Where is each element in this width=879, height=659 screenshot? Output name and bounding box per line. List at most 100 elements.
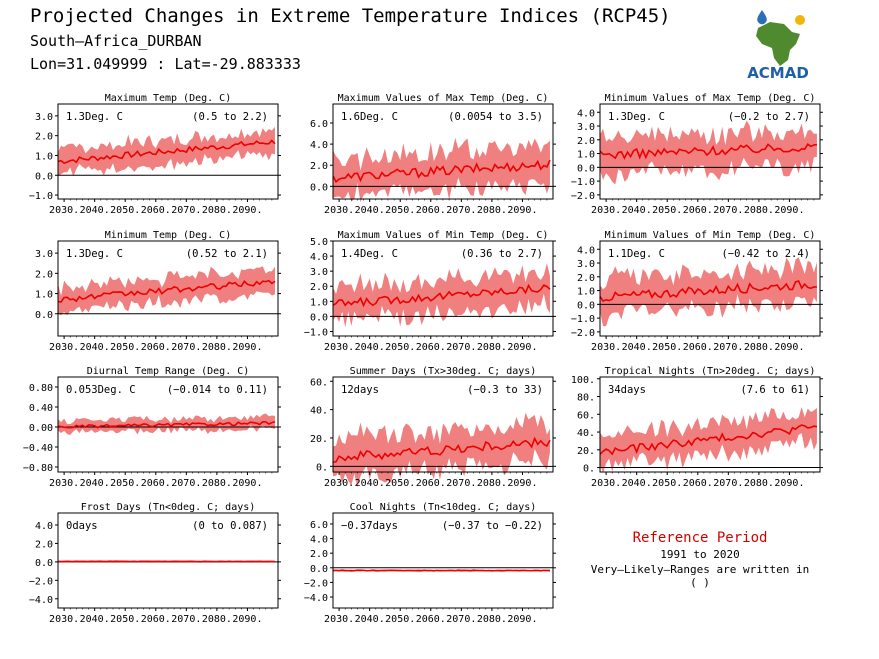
y-tick-label: 4.0 (310, 535, 328, 546)
y-tick-label: 2.0 (577, 273, 595, 284)
value-label: 0days (66, 520, 98, 532)
water-drop-icon (757, 10, 767, 25)
y-tick-label: 1.0 (577, 287, 595, 298)
mean-line (332, 159, 551, 184)
y-tick-label: 20. (577, 446, 595, 457)
range-label: (0.36 to 2.7) (461, 248, 543, 260)
chart-panel-4: 0.0 1.0 2.0 3.0 2030. 2040. 2050. 2060. 2070. 208… (35, 230, 281, 353)
x-tick-label: 2070. (713, 478, 743, 489)
range-label: (7.6 to 61) (740, 384, 810, 396)
y-tick-label: 0.0 (310, 564, 328, 575)
x-tick-label: 2080. (202, 205, 232, 216)
y-tick-label: 0.0 (35, 558, 53, 569)
x-tick-label: 2080. (202, 478, 232, 489)
mean-line (599, 143, 818, 160)
x-tick-label: 2050. (652, 342, 682, 353)
y-tick-label: 0. (316, 462, 328, 473)
y-tick-label: 0.80 (29, 383, 53, 394)
x-tick-label: 2030. (324, 478, 354, 489)
y-tick-label: 3.0 (310, 267, 328, 278)
x-tick-label: 2080. (744, 205, 774, 216)
chart-title: Cool Nights (Tn<10deg. C; days) (350, 502, 537, 513)
range-label: (−0.3 to 33) (467, 384, 543, 396)
value-label: 12days (341, 384, 379, 396)
reference-period: 1991 to 2020 (660, 548, 740, 561)
x-tick-label: 2090. (507, 614, 537, 625)
x-tick-label: 2090. (774, 478, 804, 489)
x-tick-label: 2080. (744, 478, 774, 489)
value-label: −0.37days (341, 520, 398, 532)
x-tick-label: 2090. (774, 342, 804, 353)
header: Projected Changes in Extreme Temperature… (0, 0, 879, 90)
y-tick-label: 6.0 (310, 520, 328, 531)
y-tick-label: 0.0 (35, 310, 53, 321)
x-tick-label: 2090. (507, 478, 537, 489)
x-tick-label: 2060. (416, 614, 446, 625)
y-tick-label: 3.0 (35, 112, 53, 123)
x-tick-label: 2050. (385, 614, 415, 625)
x-tick-label: 2030. (591, 478, 621, 489)
x-tick-label: 2060. (683, 205, 713, 216)
y-tick-label: 1.0 (35, 151, 53, 162)
chart-panel-2: 0.0 2.0 4.0 6.0 2030. 2040. 2050. 2060. 2070. 208… (310, 93, 556, 216)
africa-map-icon (756, 22, 800, 66)
y-tick-label: −2.0 (571, 328, 595, 339)
x-tick-label: 2070. (713, 205, 743, 216)
location-label: South–Africa_DURBAN (30, 32, 202, 50)
x-tick-label: 2090. (232, 205, 262, 216)
y-tick-label: 2.0 (310, 161, 328, 172)
mean-line (57, 279, 276, 303)
x-tick-label: 2070. (171, 614, 201, 625)
y-tick-label: 0.0 (35, 171, 53, 182)
x-tick-label: 2050. (110, 478, 140, 489)
x-tick-label: 2050. (385, 478, 415, 489)
x-tick-label: 2030. (591, 342, 621, 353)
x-tick-label: 2040. (80, 205, 110, 216)
x-tick-label: 2070. (446, 205, 476, 216)
x-tick-label: 2030. (324, 205, 354, 216)
x-tick-label: 2050. (385, 205, 415, 216)
x-tick-label: 2060. (141, 205, 171, 216)
x-tick-label: 2030. (49, 342, 79, 353)
x-tick-label: 2040. (622, 205, 652, 216)
chart-title: Tropical Nights (Tn>20deg. C; days) (605, 366, 816, 377)
x-tick-label: 2090. (507, 342, 537, 353)
y-tick-label: −4.0 (29, 595, 53, 606)
chart-title: Minimum Values of Min Temp (Deg. C) (605, 230, 816, 241)
chart-title: Minimum Temp (Deg. C) (105, 230, 231, 241)
y-tick-label: 6.0 (310, 119, 328, 130)
y-tick-label: 2.0 (310, 282, 328, 293)
range-label: (0.0054 to 3.5) (448, 111, 543, 123)
chart-title: Summer Days (Tx>30deg. C; days) (350, 366, 537, 377)
y-tick-label: 0.00 (29, 423, 53, 434)
chart-title: Minimum Values of Max Temp (Deg. C) (605, 93, 816, 104)
x-tick-label: 2080. (744, 342, 774, 353)
x-tick-label: 2040. (355, 342, 385, 353)
y-tick-label: 4.0 (577, 245, 595, 256)
value-label: 1.6Deg. C (341, 111, 398, 123)
x-tick-label: 2040. (622, 342, 652, 353)
chart-panel-1: −1.0 0.0 1.0 2.0 3.0 2030. 2040. 2050. 2060. 2070… (29, 93, 281, 216)
x-tick-label: 2050. (110, 342, 140, 353)
y-tick-label: 2.0 (577, 136, 595, 147)
x-tick-label: 2060. (683, 478, 713, 489)
x-tick-label: 2030. (49, 205, 79, 216)
range-label: (−0.2 to 2.7) (728, 111, 810, 123)
sun-icon (795, 15, 805, 25)
y-tick-label: −1.0 (304, 327, 328, 338)
y-tick-label: 1.0 (310, 297, 328, 308)
x-tick-label: 2070. (446, 342, 476, 353)
y-tick-label: 5.0 (310, 237, 328, 248)
x-tick-label: 2040. (355, 478, 385, 489)
y-tick-label: 2.0 (310, 549, 328, 560)
x-tick-label: 2090. (507, 205, 537, 216)
y-tick-label: 80. (577, 393, 595, 404)
x-tick-label: 2060. (141, 342, 171, 353)
y-tick-label: −0.40 (23, 443, 53, 454)
chart-panel-8: 0. 20. 40. 60. 2030. 2040. 2050. 2060. 2070. 2080… (310, 366, 556, 489)
y-tick-label: 4.0 (577, 108, 595, 119)
x-tick-label: 2070. (713, 342, 743, 353)
x-tick-label: 2040. (355, 205, 385, 216)
y-tick-label: −0.80 (23, 463, 53, 474)
